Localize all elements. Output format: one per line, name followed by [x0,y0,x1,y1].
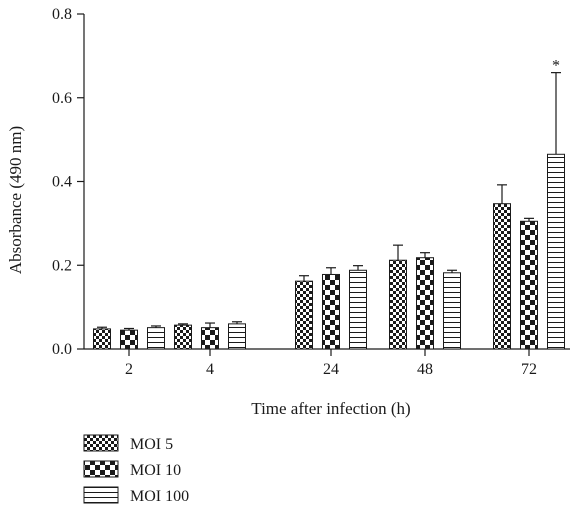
chart-bars [93,153,565,350]
bar [120,329,138,350]
legend-label: MOI 5 [130,436,173,453]
bar [93,328,111,350]
bar [493,203,511,350]
x-tick-label: 2 [125,361,133,378]
bar [322,273,340,350]
bar [147,327,165,350]
bar [389,259,407,350]
legend-swatch [83,434,119,452]
chart-legend: MOI 5 MOI 10 MOI 100 [83,434,189,505]
x-tick-label: 72 [521,361,537,378]
legend-label: MOI 100 [130,488,189,505]
x-tick-label: 24 [323,361,339,378]
significance-marker: * [552,58,560,75]
legend-label: MOI 10 [130,462,181,479]
bar [349,269,367,350]
bar [520,220,538,350]
x-tick-label: 4 [206,361,214,378]
y-axis-title: Absorbance (490 nm) [6,126,25,274]
bar [201,327,219,350]
y-tick-label: 0.4 [52,174,72,191]
y-tick-label: 0.2 [52,257,72,274]
x-axis-title: Time after infection (h) [251,399,410,418]
y-tick-label: 0.8 [52,6,72,23]
legend-swatch [83,460,119,478]
legend-swatch [83,486,119,504]
chart-ticks: 0.00.20.40.60.82 4 24 48 72 [52,6,537,378]
bar [416,257,434,350]
y-tick-label: 0.6 [52,90,72,107]
chart-error-bars: * [97,58,561,331]
bar [295,280,313,350]
bar [228,323,246,350]
bar [443,272,461,350]
bar [547,153,565,350]
y-tick-label: 0.0 [52,341,72,358]
x-tick-label: 48 [417,361,433,378]
bar [174,324,192,350]
